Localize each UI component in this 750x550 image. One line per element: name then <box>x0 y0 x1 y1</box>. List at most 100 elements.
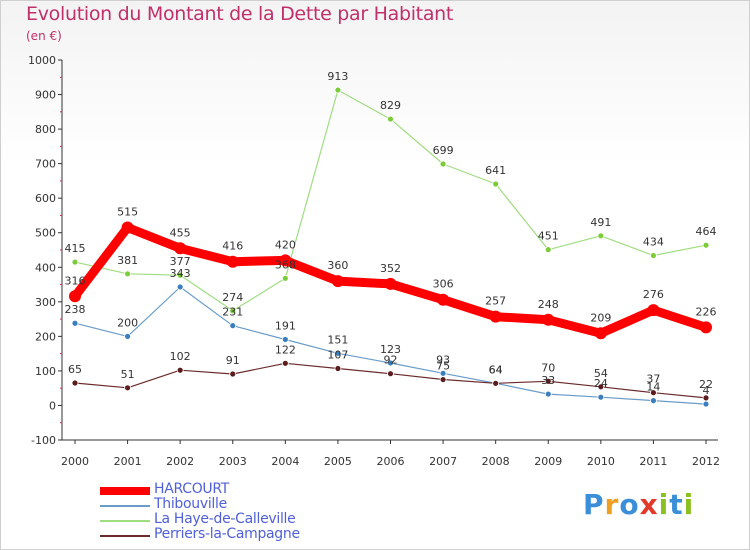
y-tick-label: 0 <box>49 399 56 412</box>
logo-letter: t <box>669 488 684 521</box>
data-point <box>702 400 710 408</box>
data-label: 209 <box>590 311 611 324</box>
data-point <box>331 275 344 288</box>
data-label: 829 <box>380 99 401 112</box>
data-point <box>176 271 184 279</box>
data-point <box>647 304 660 317</box>
data-point <box>544 246 552 254</box>
data-point <box>176 366 184 374</box>
x-tick-label: 2006 <box>377 455 405 468</box>
data-label: 54 <box>594 367 608 380</box>
data-label: 37 <box>646 373 660 386</box>
data-label: 455 <box>170 226 191 239</box>
logo-letter: P <box>583 488 605 521</box>
data-point <box>384 277 397 290</box>
data-point <box>702 394 710 402</box>
data-point <box>226 255 239 268</box>
data-point <box>597 383 605 391</box>
data-label: 93 <box>436 353 450 366</box>
data-label: 913 <box>327 70 348 83</box>
proxiti-logo: Proxiti <box>583 488 694 521</box>
data-label: 238 <box>65 303 86 316</box>
data-label: 343 <box>170 267 191 280</box>
y-tick-label: 600 <box>35 192 56 205</box>
x-tick-label: 2011 <box>639 455 667 468</box>
data-label: 316 <box>65 274 86 287</box>
legend-swatch <box>100 535 150 537</box>
legend-label: HARCOURT <box>154 481 230 497</box>
chart-title: Evolution du Montant de la Dette par Hab… <box>26 3 454 25</box>
x-tick-label: 2000 <box>61 455 89 468</box>
data-label: 22 <box>699 378 713 391</box>
logo-letter: r <box>604 488 620 521</box>
logo-letter: o <box>619 488 640 521</box>
data-label: 352 <box>380 262 401 275</box>
data-label: 64 <box>489 363 503 376</box>
data-label: 200 <box>117 316 138 329</box>
data-label: 274 <box>222 291 243 304</box>
legend-label: La Haye-de-Calleville <box>154 511 296 527</box>
logo-letter: x <box>639 488 659 521</box>
x-tick-label: 2012 <box>692 455 720 468</box>
y-tick-label: 200 <box>35 330 56 343</box>
data-point <box>281 274 289 282</box>
data-point <box>229 307 237 315</box>
data-label: 248 <box>538 298 559 311</box>
chart-axes: -100 0 100 200 300 400 500 600 700 800 900 1000 2000… <box>28 54 720 468</box>
data-label: 92 <box>384 354 398 367</box>
data-label: 415 <box>65 242 86 255</box>
data-point <box>597 232 605 240</box>
data-label: 4 <box>703 384 710 397</box>
data-label: 381 <box>117 254 138 267</box>
y-tick-label: 400 <box>35 261 56 274</box>
y-tick-label: 900 <box>35 89 56 102</box>
data-label: 64 <box>489 363 503 376</box>
data-point <box>121 221 134 234</box>
data-point <box>281 336 289 343</box>
x-tick-label: 2005 <box>324 455 352 468</box>
data-point <box>334 365 342 372</box>
data-label: 122 <box>275 343 296 356</box>
legend-swatch <box>100 487 150 495</box>
data-point <box>281 359 289 367</box>
data-label: 306 <box>433 278 454 291</box>
data-point <box>387 359 394 367</box>
x-tick-label: 2010 <box>587 455 615 468</box>
data-label: 699 <box>433 144 454 157</box>
x-tick-label: 2003 <box>219 455 247 468</box>
chart-subtitle: (en €) <box>26 29 62 43</box>
data-label: 377 <box>170 255 191 268</box>
x-tick-label: 2009 <box>534 455 562 468</box>
data-label: 24 <box>594 377 608 390</box>
data-label: 368 <box>275 258 296 271</box>
data-point <box>492 180 500 188</box>
data-point <box>71 258 79 266</box>
data-label: 491 <box>590 216 611 229</box>
x-tick-label: 2002 <box>166 455 194 468</box>
logo-letter: i <box>658 488 670 521</box>
data-label: 420 <box>275 238 296 251</box>
data-point <box>124 332 131 340</box>
data-point <box>124 384 131 392</box>
data-label: 123 <box>380 343 401 356</box>
y-tick-label: 100 <box>35 365 56 378</box>
data-point <box>279 254 292 267</box>
legend-label: Thibouville <box>154 496 227 512</box>
data-label: 14 <box>646 381 660 394</box>
data-label: 191 <box>275 319 296 332</box>
data-label: 70 <box>541 361 555 374</box>
logo-letter: i <box>683 488 695 521</box>
data-point <box>334 86 342 94</box>
data-label: 360 <box>327 259 348 272</box>
data-point <box>71 379 79 387</box>
data-point <box>174 242 187 255</box>
data-label: 75 <box>436 360 450 373</box>
chart-series <box>69 86 712 408</box>
y-tick-label: 500 <box>35 227 56 240</box>
x-tick-label: 2001 <box>114 455 142 468</box>
legend-label: Perriers-la-Campagne <box>154 526 300 542</box>
y-tick-label: 1000 <box>28 54 56 67</box>
data-label: 226 <box>696 305 717 318</box>
series-line <box>74 362 707 399</box>
